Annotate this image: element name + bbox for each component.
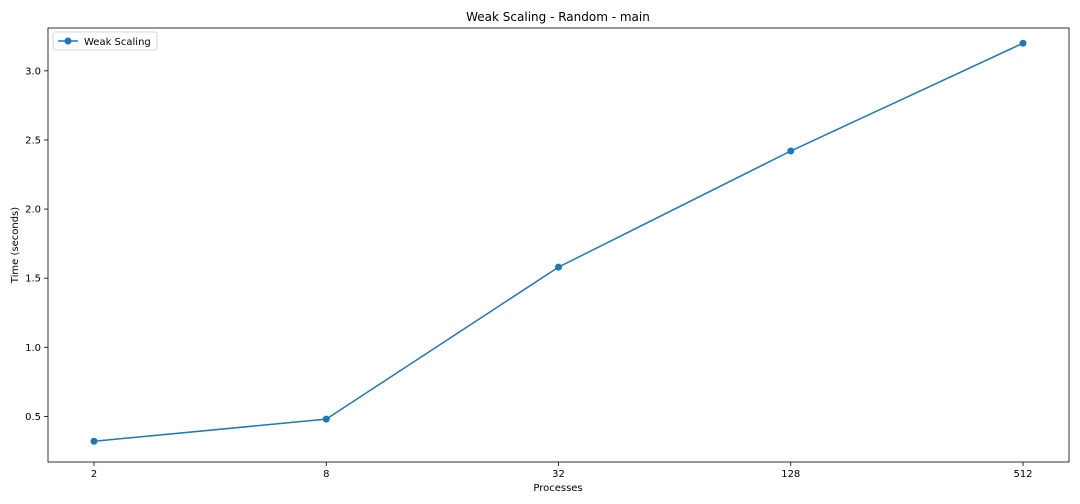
- y-axis: 0.5 1.0 1.5 2.0 2.5 3.0: [25, 66, 48, 423]
- y-tick-label: 2.5: [25, 135, 41, 146]
- y-tick-label: 3.0: [25, 66, 41, 77]
- data-point: [1019, 39, 1027, 47]
- chart-title: Weak Scaling - Random - main: [466, 10, 650, 24]
- x-tick-label: 32: [552, 469, 565, 480]
- x-axis-label: Processes: [533, 483, 582, 494]
- x-tick-label: 2: [91, 469, 97, 480]
- data-point: [555, 263, 562, 271]
- x-tick-label: 128: [781, 469, 800, 480]
- y-axis-label: Time (seconds): [10, 207, 21, 284]
- y-tick-label: 1.0: [25, 343, 41, 354]
- legend-box: [52, 31, 158, 51]
- y-tick-label: 0.5: [25, 412, 41, 423]
- legend-marker: [64, 37, 72, 45]
- data-point: [322, 415, 330, 423]
- data-point: [90, 437, 98, 445]
- series-layer: [90, 39, 1027, 445]
- y-tick-label: 2.0: [25, 205, 41, 216]
- x-axis: 2 8 32 128 512: [91, 462, 1033, 480]
- x-tick-label: 8: [323, 469, 329, 480]
- x-tick-label: 512: [1013, 469, 1032, 480]
- legend-label-weak-scaling: Weak Scaling: [84, 37, 151, 48]
- legend: Weak Scaling: [52, 31, 158, 51]
- data-point: [787, 147, 795, 155]
- y-tick-label: 1.5: [25, 274, 41, 285]
